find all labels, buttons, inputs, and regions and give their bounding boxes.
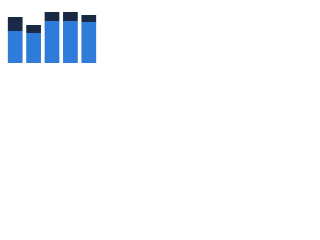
page: {"chart_data": {"type": "stacked-bar", "… (0, 0, 100, 71)
bar-segment (7, 31, 23, 63)
chart (7, 12, 97, 63)
bar-segment (26, 25, 41, 33)
bar-segment (81, 15, 97, 22)
bar-segment (63, 12, 78, 21)
bar-segment (26, 33, 41, 63)
bar-segment (44, 12, 60, 21)
bar-segment (81, 22, 97, 63)
bar-segment (7, 17, 23, 31)
bar-segment (63, 21, 78, 63)
bar-segment (44, 21, 60, 63)
